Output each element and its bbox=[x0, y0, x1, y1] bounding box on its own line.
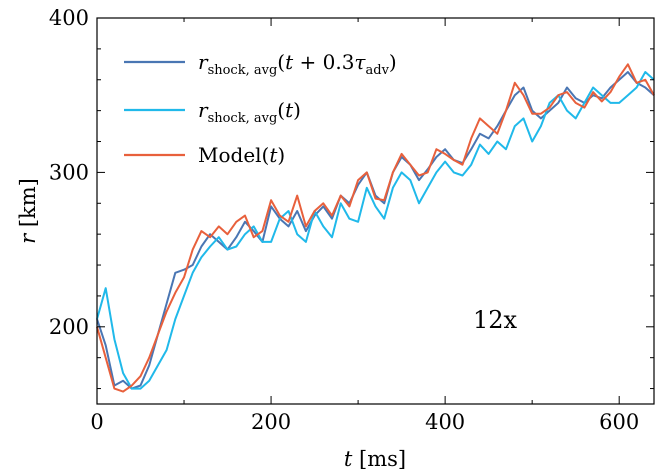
x-tick-label: 200 bbox=[251, 410, 291, 434]
x-tick-label: 0 bbox=[90, 410, 103, 434]
y-tick-label: 400 bbox=[49, 6, 89, 30]
tick-labels: 0 200 400 600 200 300 400 bbox=[49, 6, 639, 434]
legend: rshock, avg(t + 0.3τadv) rshock, avg(t) … bbox=[124, 50, 397, 167]
annotation-12x: 12x bbox=[473, 306, 518, 334]
plot-area bbox=[96, 63, 655, 393]
series-line-2 bbox=[96, 71, 655, 390]
x-axis-label: t [ms] bbox=[344, 447, 406, 471]
y-tick-label: 200 bbox=[49, 315, 89, 339]
x-tick-label: 400 bbox=[425, 410, 465, 434]
ticks bbox=[96, 17, 654, 404]
axes-frame bbox=[96, 17, 655, 405]
legend-label-2: rshock, avg(t) bbox=[198, 98, 301, 126]
series-line-3 bbox=[96, 63, 655, 393]
y-tick-label: 300 bbox=[49, 160, 89, 184]
y-axis-label: r [km] bbox=[16, 178, 40, 244]
legend-label-1: rshock, avg(t + 0.3τadv) bbox=[198, 50, 397, 78]
legend-label-3: Model(t) bbox=[198, 143, 285, 167]
series-line-1 bbox=[96, 71, 655, 390]
x-tick-label: 600 bbox=[599, 410, 639, 434]
